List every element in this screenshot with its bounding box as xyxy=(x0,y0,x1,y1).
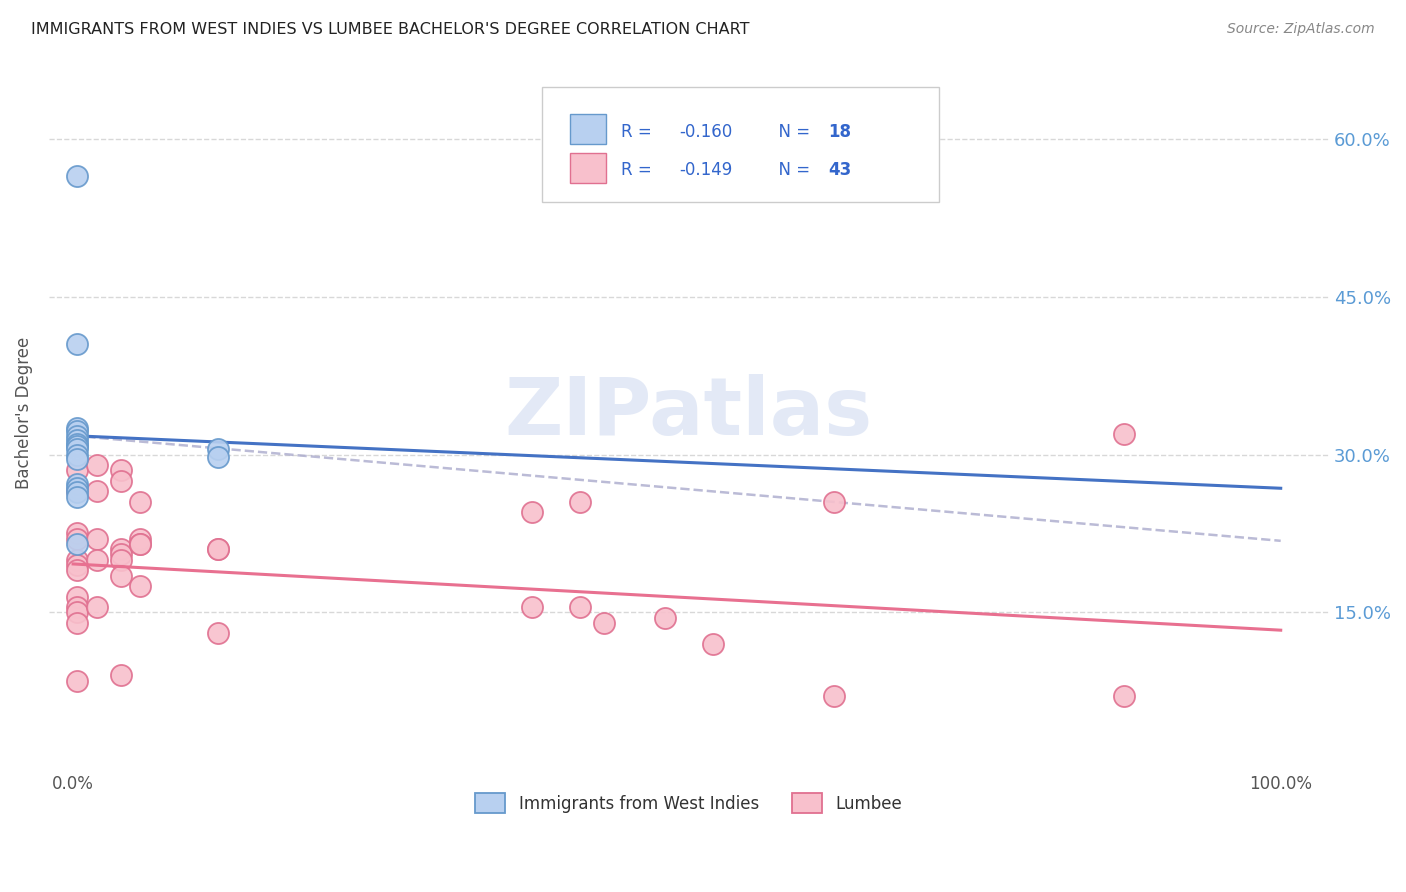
Point xyxy=(569,600,592,615)
Point xyxy=(128,532,150,546)
Point xyxy=(86,553,108,567)
Point xyxy=(66,433,89,447)
Point xyxy=(823,495,845,509)
Point xyxy=(207,450,229,464)
Point xyxy=(128,537,150,551)
Y-axis label: Bachelor's Degree: Bachelor's Degree xyxy=(15,336,32,489)
Point xyxy=(110,542,132,557)
Point xyxy=(66,490,89,504)
FancyBboxPatch shape xyxy=(541,87,939,202)
Point xyxy=(66,615,89,630)
Point xyxy=(86,532,108,546)
Point xyxy=(207,542,229,557)
Point xyxy=(66,526,89,541)
Point xyxy=(66,428,89,442)
Point xyxy=(66,605,89,619)
Text: 43: 43 xyxy=(828,161,852,178)
Point xyxy=(86,484,108,499)
Point xyxy=(207,542,229,557)
Point xyxy=(66,563,89,577)
Text: 18: 18 xyxy=(828,122,852,141)
Point xyxy=(66,477,89,491)
Point xyxy=(66,673,89,688)
Point xyxy=(66,537,89,551)
Point xyxy=(66,448,89,462)
Point xyxy=(110,474,132,488)
Text: Source: ZipAtlas.com: Source: ZipAtlas.com xyxy=(1227,22,1375,37)
Point xyxy=(823,690,845,704)
Text: R =: R = xyxy=(621,122,657,141)
Point xyxy=(654,610,676,624)
Point xyxy=(66,590,89,604)
Point xyxy=(569,495,592,509)
Text: N =: N = xyxy=(768,122,815,141)
Point xyxy=(702,637,724,651)
Point xyxy=(593,615,616,630)
Point xyxy=(66,337,89,351)
Point xyxy=(66,600,89,615)
Point xyxy=(66,442,89,457)
Point xyxy=(66,439,89,453)
Point xyxy=(110,568,132,582)
FancyBboxPatch shape xyxy=(569,114,606,144)
Point xyxy=(110,463,132,477)
Point xyxy=(66,485,89,500)
Point xyxy=(207,626,229,640)
Text: N =: N = xyxy=(768,161,815,178)
Point xyxy=(520,600,543,615)
Point xyxy=(128,579,150,593)
Point xyxy=(1112,690,1135,704)
Text: IMMIGRANTS FROM WEST INDIES VS LUMBEE BACHELOR'S DEGREE CORRELATION CHART: IMMIGRANTS FROM WEST INDIES VS LUMBEE BA… xyxy=(31,22,749,37)
Point xyxy=(66,532,89,546)
Point xyxy=(66,437,89,451)
Point xyxy=(66,425,89,439)
Text: -0.160: -0.160 xyxy=(679,122,733,141)
Point xyxy=(66,463,89,477)
Point xyxy=(207,442,229,457)
Point xyxy=(128,537,150,551)
FancyBboxPatch shape xyxy=(569,153,606,183)
Point xyxy=(66,484,89,499)
Point xyxy=(86,458,108,472)
Point xyxy=(66,481,89,495)
Point xyxy=(1112,426,1135,441)
Point xyxy=(520,505,543,519)
Text: -0.149: -0.149 xyxy=(679,161,733,178)
Point xyxy=(128,495,150,509)
Point xyxy=(86,600,108,615)
Point xyxy=(110,668,132,682)
Text: R =: R = xyxy=(621,161,657,178)
Point xyxy=(110,548,132,562)
Text: ZIPatlas: ZIPatlas xyxy=(505,374,873,451)
Point xyxy=(66,553,89,567)
Point xyxy=(66,169,89,183)
Point xyxy=(110,553,132,567)
Legend: Immigrants from West Indies, Lumbee: Immigrants from West Indies, Lumbee xyxy=(463,780,915,826)
Point xyxy=(66,558,89,572)
Point xyxy=(66,451,89,466)
Point xyxy=(66,421,89,435)
